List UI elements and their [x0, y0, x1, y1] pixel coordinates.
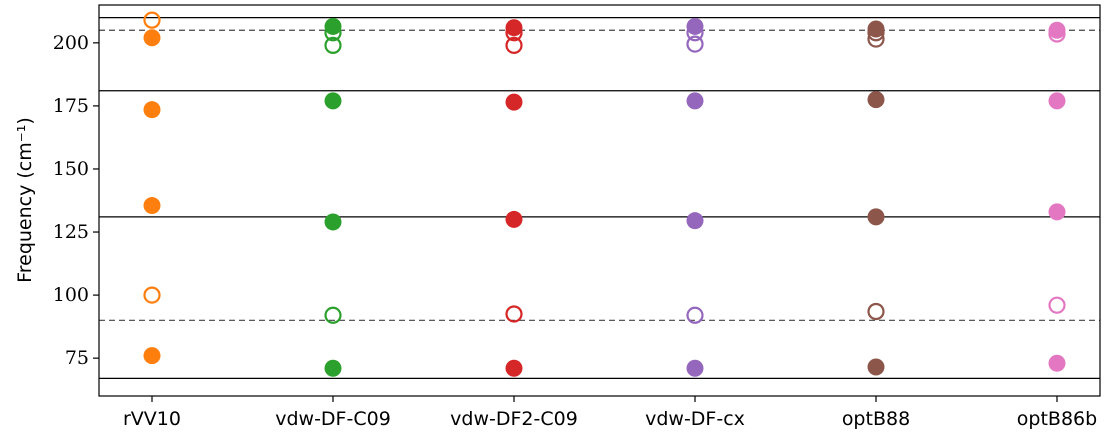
x-tick-label: vdw-DF-cx — [645, 408, 745, 430]
filled-point — [505, 359, 523, 377]
y-axis: 75 100 125 150 175 200 — [53, 32, 99, 369]
y-axis-title: Frequency (cm⁻¹) — [14, 117, 36, 283]
filled-point — [867, 91, 885, 109]
open-point — [1048, 296, 1066, 314]
reference-lines — [99, 17, 1100, 379]
open-point — [867, 302, 885, 321]
plot-frame — [98, 4, 1101, 397]
x-tick-label: optB86b — [1017, 408, 1097, 430]
x-axis: rVV10 vdw-DF-C09 vdw-DF2-C09 vdw-DF-cx optB8… — [123, 396, 1097, 430]
open-point — [686, 306, 704, 324]
filled-point — [324, 213, 342, 231]
open-point — [686, 35, 704, 53]
open-point — [867, 24, 885, 42]
filled-point — [324, 17, 342, 35]
y-tick-label: 150 — [53, 158, 89, 180]
open-point — [505, 305, 523, 323]
open-point — [686, 24, 704, 42]
open-point — [505, 36, 523, 54]
data-points — [143, 11, 1066, 377]
filled-point — [143, 29, 161, 47]
filled-point — [143, 197, 161, 215]
filled-point — [686, 92, 704, 110]
x-tick-label: optB88 — [842, 408, 910, 430]
y-tick-label: 75 — [65, 347, 89, 369]
filled-point — [686, 17, 704, 35]
open-point — [324, 24, 342, 42]
filled-point — [1048, 354, 1066, 372]
filled-point — [1048, 92, 1066, 110]
y-tick-label: 100 — [53, 284, 89, 306]
open-point — [324, 306, 342, 324]
open-point — [867, 30, 885, 48]
open-point — [324, 36, 342, 54]
y-tick-label: 125 — [53, 221, 89, 243]
x-tick-label: vdw-DF2-C09 — [450, 408, 578, 430]
filled-point — [1048, 203, 1066, 221]
filled-point — [1048, 21, 1066, 39]
filled-point — [867, 358, 885, 376]
filled-point — [324, 92, 342, 110]
open-point — [1048, 25, 1066, 43]
y-tick-label: 200 — [53, 32, 89, 54]
plot-border — [98, 4, 1101, 397]
filled-point — [143, 101, 161, 119]
filled-point — [686, 359, 704, 377]
y-tick-label: 175 — [53, 95, 89, 117]
filled-point — [143, 347, 161, 365]
open-point — [143, 11, 161, 29]
open-point — [505, 24, 523, 42]
open-point — [143, 286, 161, 304]
x-tick-label: rVV10 — [123, 408, 181, 430]
filled-point — [867, 208, 885, 226]
filled-point — [505, 19, 523, 37]
filled-point — [505, 93, 523, 111]
filled-point — [686, 212, 704, 230]
filled-point — [505, 210, 523, 228]
x-tick-label: vdw-DF-C09 — [275, 408, 391, 430]
filled-point — [324, 359, 342, 377]
